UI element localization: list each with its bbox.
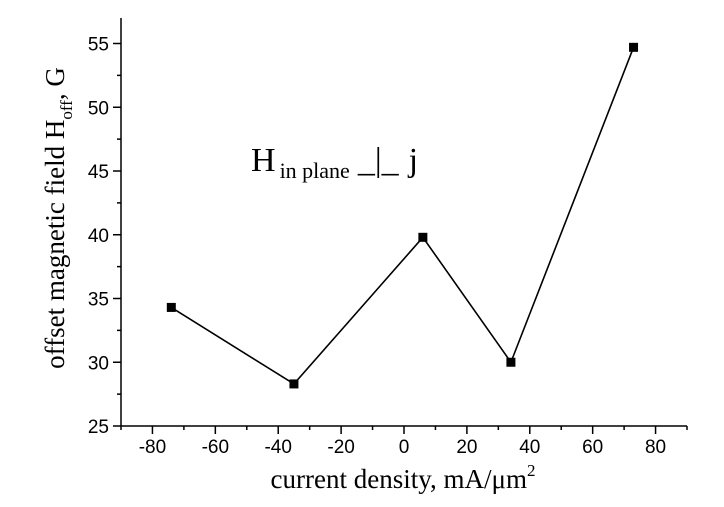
y-tick-label: 25 (88, 417, 109, 438)
x-axis-label-sup: 2 (527, 461, 536, 480)
data-point (289, 379, 299, 389)
data-point (166, 302, 176, 312)
y-axis-label: offset magnetic field H (40, 120, 70, 369)
x-ticks: -80 -60 -40 -20 0 20 40 60 80 (120, 426, 688, 458)
annotation-symbol: _|_ (357, 142, 400, 179)
x-tick-label: 60 (582, 437, 603, 458)
annotation-main: H (251, 142, 276, 179)
y-tick-label: 50 (88, 98, 109, 119)
y-tick-label: 55 (88, 35, 109, 56)
series-line (170, 47, 635, 385)
x-tick-label: 40 (519, 437, 540, 458)
axes (120, 18, 687, 427)
annotation-tail: j (408, 142, 418, 179)
series (166, 42, 639, 389)
x-tick-label: -60 (202, 437, 229, 458)
x-tick-label: 80 (645, 437, 666, 458)
x-tick-label: 0 (399, 437, 410, 458)
x-tick-label: 20 (456, 437, 477, 458)
x-axis-label: current density, mA/μm (271, 464, 527, 494)
y-ticks: 25 30 35 40 45 50 55 (88, 35, 121, 438)
x-tick-label: -40 (264, 437, 291, 458)
annotation: H in plane _|_ j (251, 142, 418, 183)
data-point (506, 357, 516, 367)
data-point (418, 232, 428, 242)
y-axis-title: offset magnetic field Hoff, G (40, 67, 76, 369)
y-tick-label: 45 (88, 162, 109, 183)
x-tick-label: -20 (327, 437, 354, 458)
y-tick-label: 35 (88, 290, 109, 311)
x-axis-title: current density, mA/μm2 (271, 461, 536, 494)
y-tick-label: 40 (88, 226, 109, 247)
y-tick-label: 30 (88, 353, 109, 374)
y-axis-label-sub: off (57, 100, 76, 120)
x-tick-label: -80 (139, 437, 166, 458)
y-axis-label-suffix: , G (40, 67, 70, 100)
annotation-sub: in plane (280, 158, 350, 183)
data-point (629, 42, 639, 52)
